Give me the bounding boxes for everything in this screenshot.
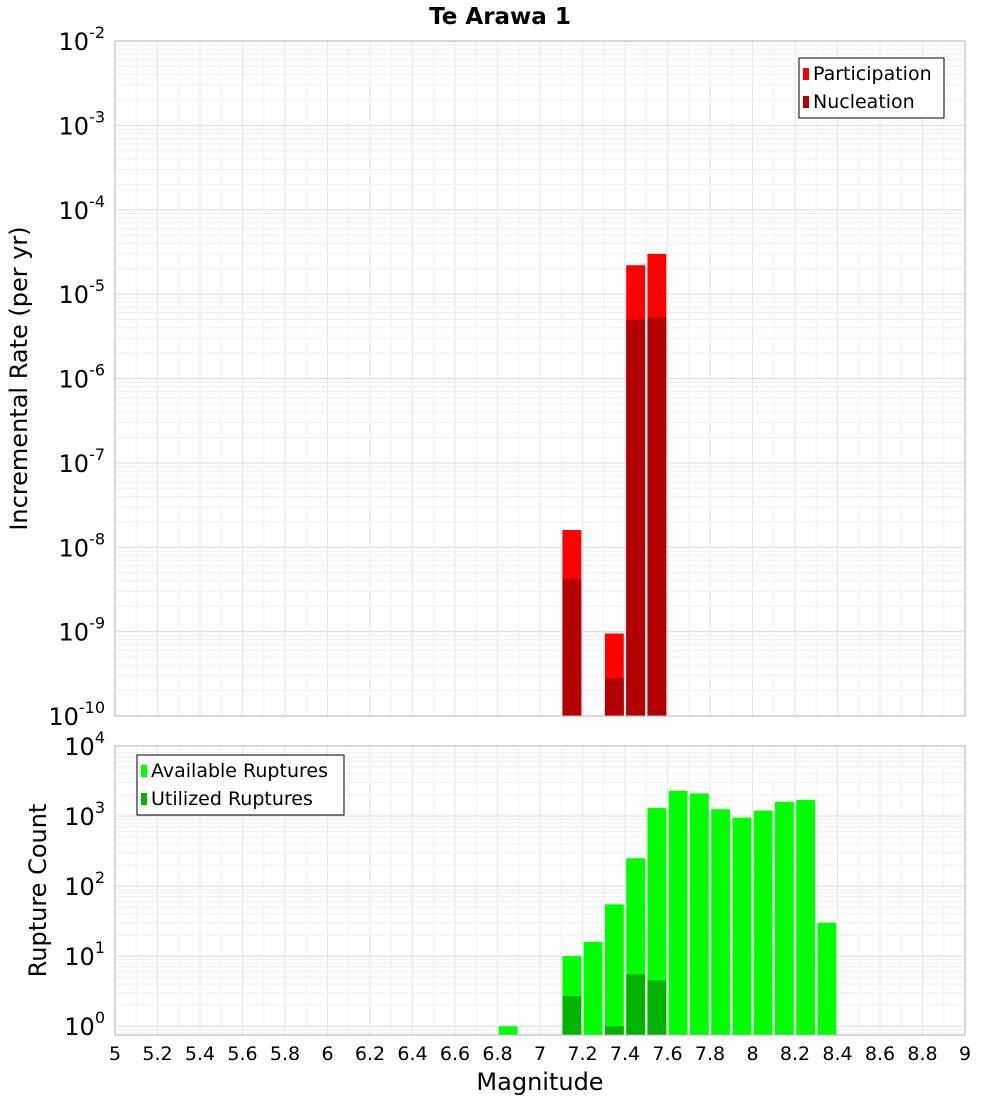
bar-nucleation — [647, 317, 667, 716]
bar-available-ruptures — [796, 799, 816, 1035]
bar-available-ruptures — [732, 817, 752, 1035]
bar-available-ruptures — [583, 941, 603, 1035]
legend-box — [136, 754, 345, 816]
y-tick-label: 10-6 — [59, 361, 106, 394]
x-tick-label: 8.4 — [822, 1043, 852, 1065]
x-tick-label: 7.2 — [567, 1043, 597, 1065]
x-tick-label: 6 — [321, 1043, 333, 1065]
bar-available-ruptures — [647, 808, 667, 1035]
legend-1: Available Ruptures Utilized Ruptures — [136, 754, 345, 816]
y-tick-label: 100 — [64, 1008, 105, 1041]
y-tick-labels-0: 10-10 10-9 10-8 10-7 10-6 10-5 10-4 10-3 10-2 — [48, 23, 105, 731]
x-tick-label: 7.8 — [695, 1043, 725, 1065]
plot-frame-1 — [114, 745, 966, 1036]
x-tick-label: 5.4 — [185, 1043, 215, 1065]
x-tick-labels: 5 5.2 5.4 5.6 5.8 6 6.2 6.4 6.6 6.8 7 7.2 7.4 7.6 7.8 8… — [109, 1043, 971, 1065]
bar-nucleation — [604, 678, 624, 716]
bar-available-ruptures — [774, 801, 794, 1035]
x-tick-label: 8.8 — [907, 1043, 937, 1065]
x-tick-label: 6.4 — [397, 1043, 427, 1065]
y-tick-label: 10-2 — [59, 23, 106, 56]
x-tick-label: 8 — [746, 1043, 758, 1065]
bar-utilized-ruptures — [647, 980, 667, 1035]
x-axis-label: Magnitude — [476, 1068, 603, 1096]
x-tick-label: 7.4 — [610, 1043, 640, 1065]
x-tick-label: 5.2 — [142, 1043, 172, 1065]
bar-utilized-ruptures — [626, 974, 646, 1035]
bar-available-ruptures — [753, 810, 773, 1035]
y-tick-label: 103 — [64, 798, 105, 831]
legend-box — [798, 57, 945, 119]
legend-label: Available Ruptures — [151, 760, 328, 782]
plot-frame-0 — [114, 40, 966, 717]
grid-lines-0 — [114, 41, 966, 717]
bar-nucleation — [562, 579, 582, 716]
y-tick-label: 10-7 — [59, 445, 106, 478]
bar-available-ruptures — [817, 922, 837, 1035]
bar-nucleation — [626, 319, 646, 716]
x-tick-label: 7.6 — [652, 1043, 682, 1065]
y-tick-label: 10-8 — [59, 529, 106, 562]
y-tick-label: 104 — [64, 728, 105, 761]
bar-available-ruptures — [498, 1026, 518, 1035]
y-tick-label: 10-9 — [59, 614, 106, 647]
legend-label: Utilized Ruptures — [151, 788, 313, 810]
x-tick-label: 6.2 — [355, 1043, 385, 1065]
x-tick-label: 6.6 — [440, 1043, 470, 1065]
legend-label: Nucleation — [813, 91, 915, 113]
y-axis-label-1: Rupture Count — [24, 804, 52, 978]
legend-0: Participation Nucleation — [798, 57, 945, 119]
bar-available-ruptures — [668, 790, 688, 1035]
bar-utilized-ruptures — [562, 996, 582, 1035]
x-tick-label: 6.8 — [482, 1043, 512, 1065]
y-tick-labels-1: 100 101 102 103 104 — [64, 728, 105, 1041]
legend-swatch — [141, 793, 147, 805]
y-tick-label: 101 — [64, 938, 105, 971]
x-tick-label: 5.6 — [227, 1043, 257, 1065]
y-tick-label: 10-10 — [48, 698, 105, 731]
x-tick-label: 5.8 — [270, 1043, 300, 1065]
legend-swatch — [803, 68, 809, 80]
x-tick-label: 8.2 — [780, 1043, 810, 1065]
y-tick-label: 102 — [64, 868, 105, 901]
y-tick-label: 10-5 — [59, 276, 106, 309]
x-tick-label: 9 — [959, 1043, 971, 1065]
bars-0 — [562, 253, 667, 716]
legend-label: Participation — [813, 63, 932, 85]
y-tick-label: 10-4 — [59, 192, 106, 225]
bar-utilized-ruptures — [604, 1026, 624, 1035]
x-tick-label: 7 — [534, 1043, 546, 1065]
y-axis-label-0: Incremental Rate (per yr) — [5, 226, 33, 530]
bar-available-ruptures — [689, 793, 709, 1035]
legend-swatch — [141, 765, 147, 777]
x-tick-label: 8.6 — [865, 1043, 895, 1065]
y-tick-label: 10-3 — [59, 107, 106, 140]
legend-swatch — [803, 96, 809, 108]
bar-available-ruptures — [711, 809, 731, 1035]
chart-title: Te Arawa 1 — [429, 4, 571, 30]
x-tick-label: 5 — [109, 1043, 121, 1065]
bar-available-ruptures — [604, 904, 624, 1035]
bars-1 — [498, 790, 837, 1035]
